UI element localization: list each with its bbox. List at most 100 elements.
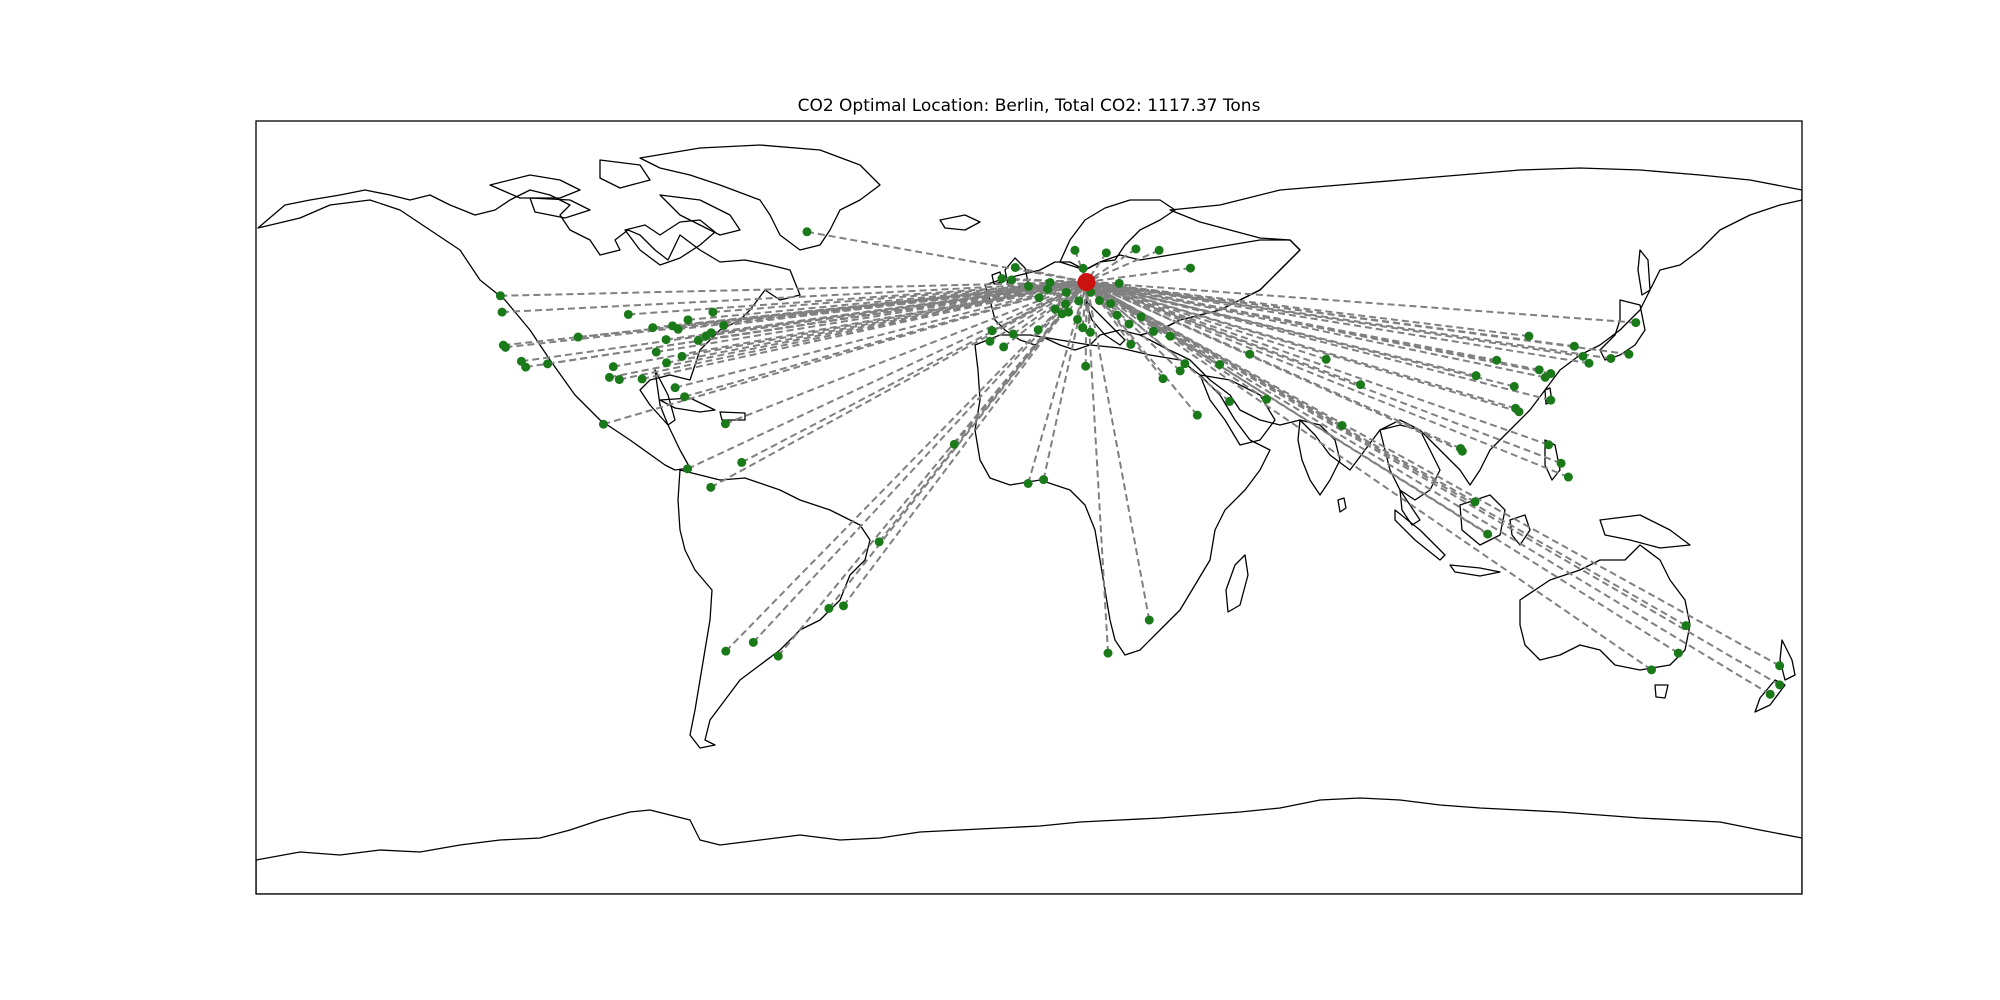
route-line-81 [1085, 281, 1151, 621]
route-line-71 [1086, 281, 1477, 377]
city-point-97 [670, 383, 680, 393]
route-line-87 [842, 281, 1088, 607]
city-point-62 [1563, 472, 1573, 482]
route-line-61 [1086, 281, 1562, 465]
route-line-86 [828, 281, 1088, 610]
city-point-71 [1471, 371, 1481, 381]
city-point-104 [543, 359, 553, 369]
route-line-75 [1085, 281, 1653, 671]
city-point-68 [1631, 318, 1641, 328]
city-point-66 [1606, 353, 1616, 363]
city-point-1 [1007, 275, 1017, 285]
route-line-91 [710, 281, 1088, 489]
city-point-44 [1225, 396, 1235, 406]
city-point-86 [824, 603, 834, 613]
city-point-56 [1511, 403, 1521, 413]
route-line-80 [1085, 281, 1110, 654]
route-line-59 [1086, 281, 1529, 338]
city-point-90 [748, 637, 758, 647]
coastlines [256, 144, 1802, 894]
greenland-coast [639, 144, 881, 251]
city-point-34 [1165, 331, 1175, 341]
city-point-32 [1126, 339, 1136, 349]
arabia [1199, 374, 1276, 446]
city-point-3 [997, 274, 1007, 284]
route-line-0 [806, 230, 1087, 284]
city-point-20 [1050, 304, 1060, 314]
city-point-48 [1321, 354, 1331, 364]
route-line-119 [681, 281, 1087, 358]
route-line-73 [1086, 281, 1515, 388]
route-line-62 [1086, 281, 1569, 478]
city-point-117 [701, 331, 711, 341]
baffin-island [659, 194, 741, 236]
route-line-65 [1086, 281, 1630, 356]
city-point-63 [1569, 341, 1579, 351]
routes-layer [500, 230, 1781, 696]
route-line-70 [1086, 281, 1546, 379]
route-line-74 [1086, 281, 1679, 654]
city-point-14 [1078, 263, 1088, 273]
route-line-109 [500, 281, 1087, 297]
city-point-39 [1081, 361, 1091, 371]
antarctica-coast [256, 797, 1802, 894]
route-line-90 [752, 281, 1088, 644]
city-point-19 [1185, 263, 1195, 273]
city-point-12 [1106, 299, 1116, 309]
city-point-70 [1540, 372, 1550, 382]
city-point-31 [999, 342, 1009, 352]
city-point-10 [1094, 296, 1104, 306]
city-point-109 [495, 291, 505, 301]
city-point-87 [838, 601, 848, 611]
city-point-78 [1775, 680, 1785, 690]
city-point-102 [604, 372, 614, 382]
route-line-68 [1086, 281, 1636, 324]
city-point-53 [1470, 497, 1480, 507]
optimal-location-layer [1077, 273, 1096, 292]
city-point-122 [661, 335, 671, 345]
city-point-115 [719, 320, 729, 330]
cities-layer [495, 227, 1785, 699]
city-point-88 [773, 651, 783, 661]
route-line-55 [1086, 281, 1520, 413]
route-line-93 [741, 281, 1088, 464]
route-line-17 [1085, 248, 1137, 283]
city-point-8 [1061, 287, 1071, 297]
city-point-94 [598, 419, 608, 429]
route-line-95 [725, 281, 1087, 425]
city-point-9 [1074, 296, 1084, 306]
city-point-114 [708, 307, 718, 317]
route-line-121 [678, 281, 1087, 331]
route-line-67 [1086, 281, 1590, 365]
sumatra [1394, 509, 1446, 561]
city-point-0 [802, 227, 812, 237]
city-point-16 [1070, 245, 1080, 255]
city-point-38 [1078, 323, 1088, 333]
city-point-40 [1158, 374, 1168, 384]
city-point-2 [1010, 262, 1020, 272]
arctic-island-3 [529, 197, 591, 219]
city-point-98 [662, 358, 672, 368]
city-point-49 [1337, 420, 1347, 430]
optimal-location-marker [1077, 273, 1096, 292]
city-point-21 [1061, 299, 1071, 309]
route-line-19 [1086, 267, 1191, 284]
city-point-101 [608, 362, 618, 372]
city-point-81 [1144, 615, 1154, 625]
city-point-18 [1154, 245, 1164, 255]
city-point-64 [1578, 351, 1588, 361]
route-line-92 [687, 281, 1087, 470]
sakhalin [1637, 249, 1651, 296]
route-line-105 [525, 281, 1087, 369]
city-point-29 [985, 336, 995, 346]
city-point-65 [1624, 349, 1634, 359]
route-line-123 [505, 281, 1087, 349]
city-point-89 [721, 646, 731, 656]
city-point-91 [706, 482, 716, 492]
city-point-83 [1023, 478, 1033, 488]
route-line-15 [1085, 252, 1108, 283]
java [1449, 564, 1501, 577]
route-line-82 [1042, 281, 1088, 480]
route-line-72 [1086, 281, 1497, 362]
